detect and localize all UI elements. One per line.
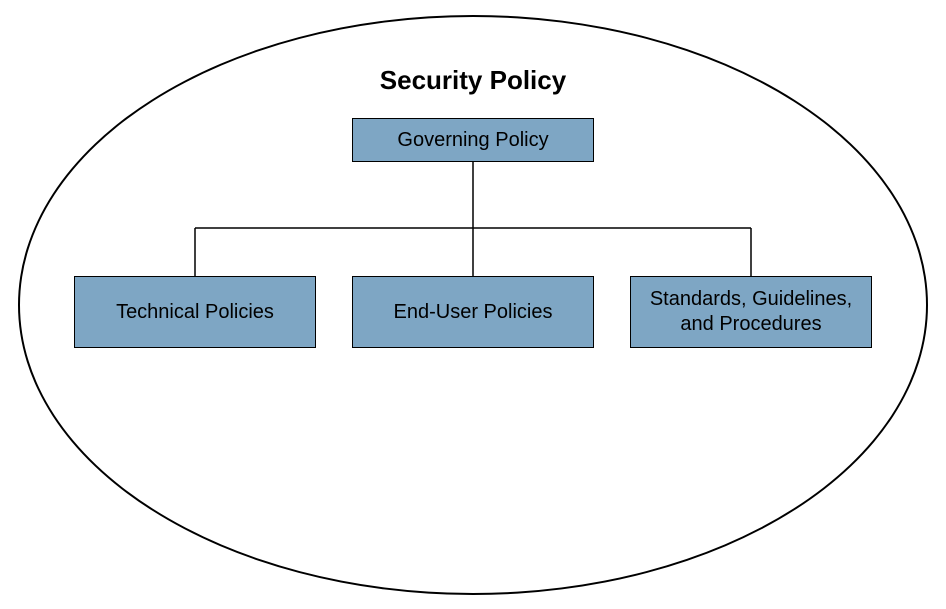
- diagram-title: Security Policy: [223, 65, 723, 96]
- node-label: Technical Policies: [116, 300, 274, 325]
- node-label: Governing Policy: [397, 128, 548, 153]
- diagram-title-text: Security Policy: [380, 65, 566, 95]
- node-standards-guidelines-procedures: Standards, Guidelines, and Procedures: [630, 276, 872, 348]
- node-end-user-policies: End-User Policies: [352, 276, 594, 348]
- node-label: End-User Policies: [394, 300, 553, 325]
- diagram-canvas: Security Policy Governing Policy Technic…: [0, 0, 946, 609]
- node-governing-policy: Governing Policy: [352, 118, 594, 162]
- node-technical-policies: Technical Policies: [74, 276, 316, 348]
- node-label: Standards, Guidelines, and Procedures: [637, 287, 865, 337]
